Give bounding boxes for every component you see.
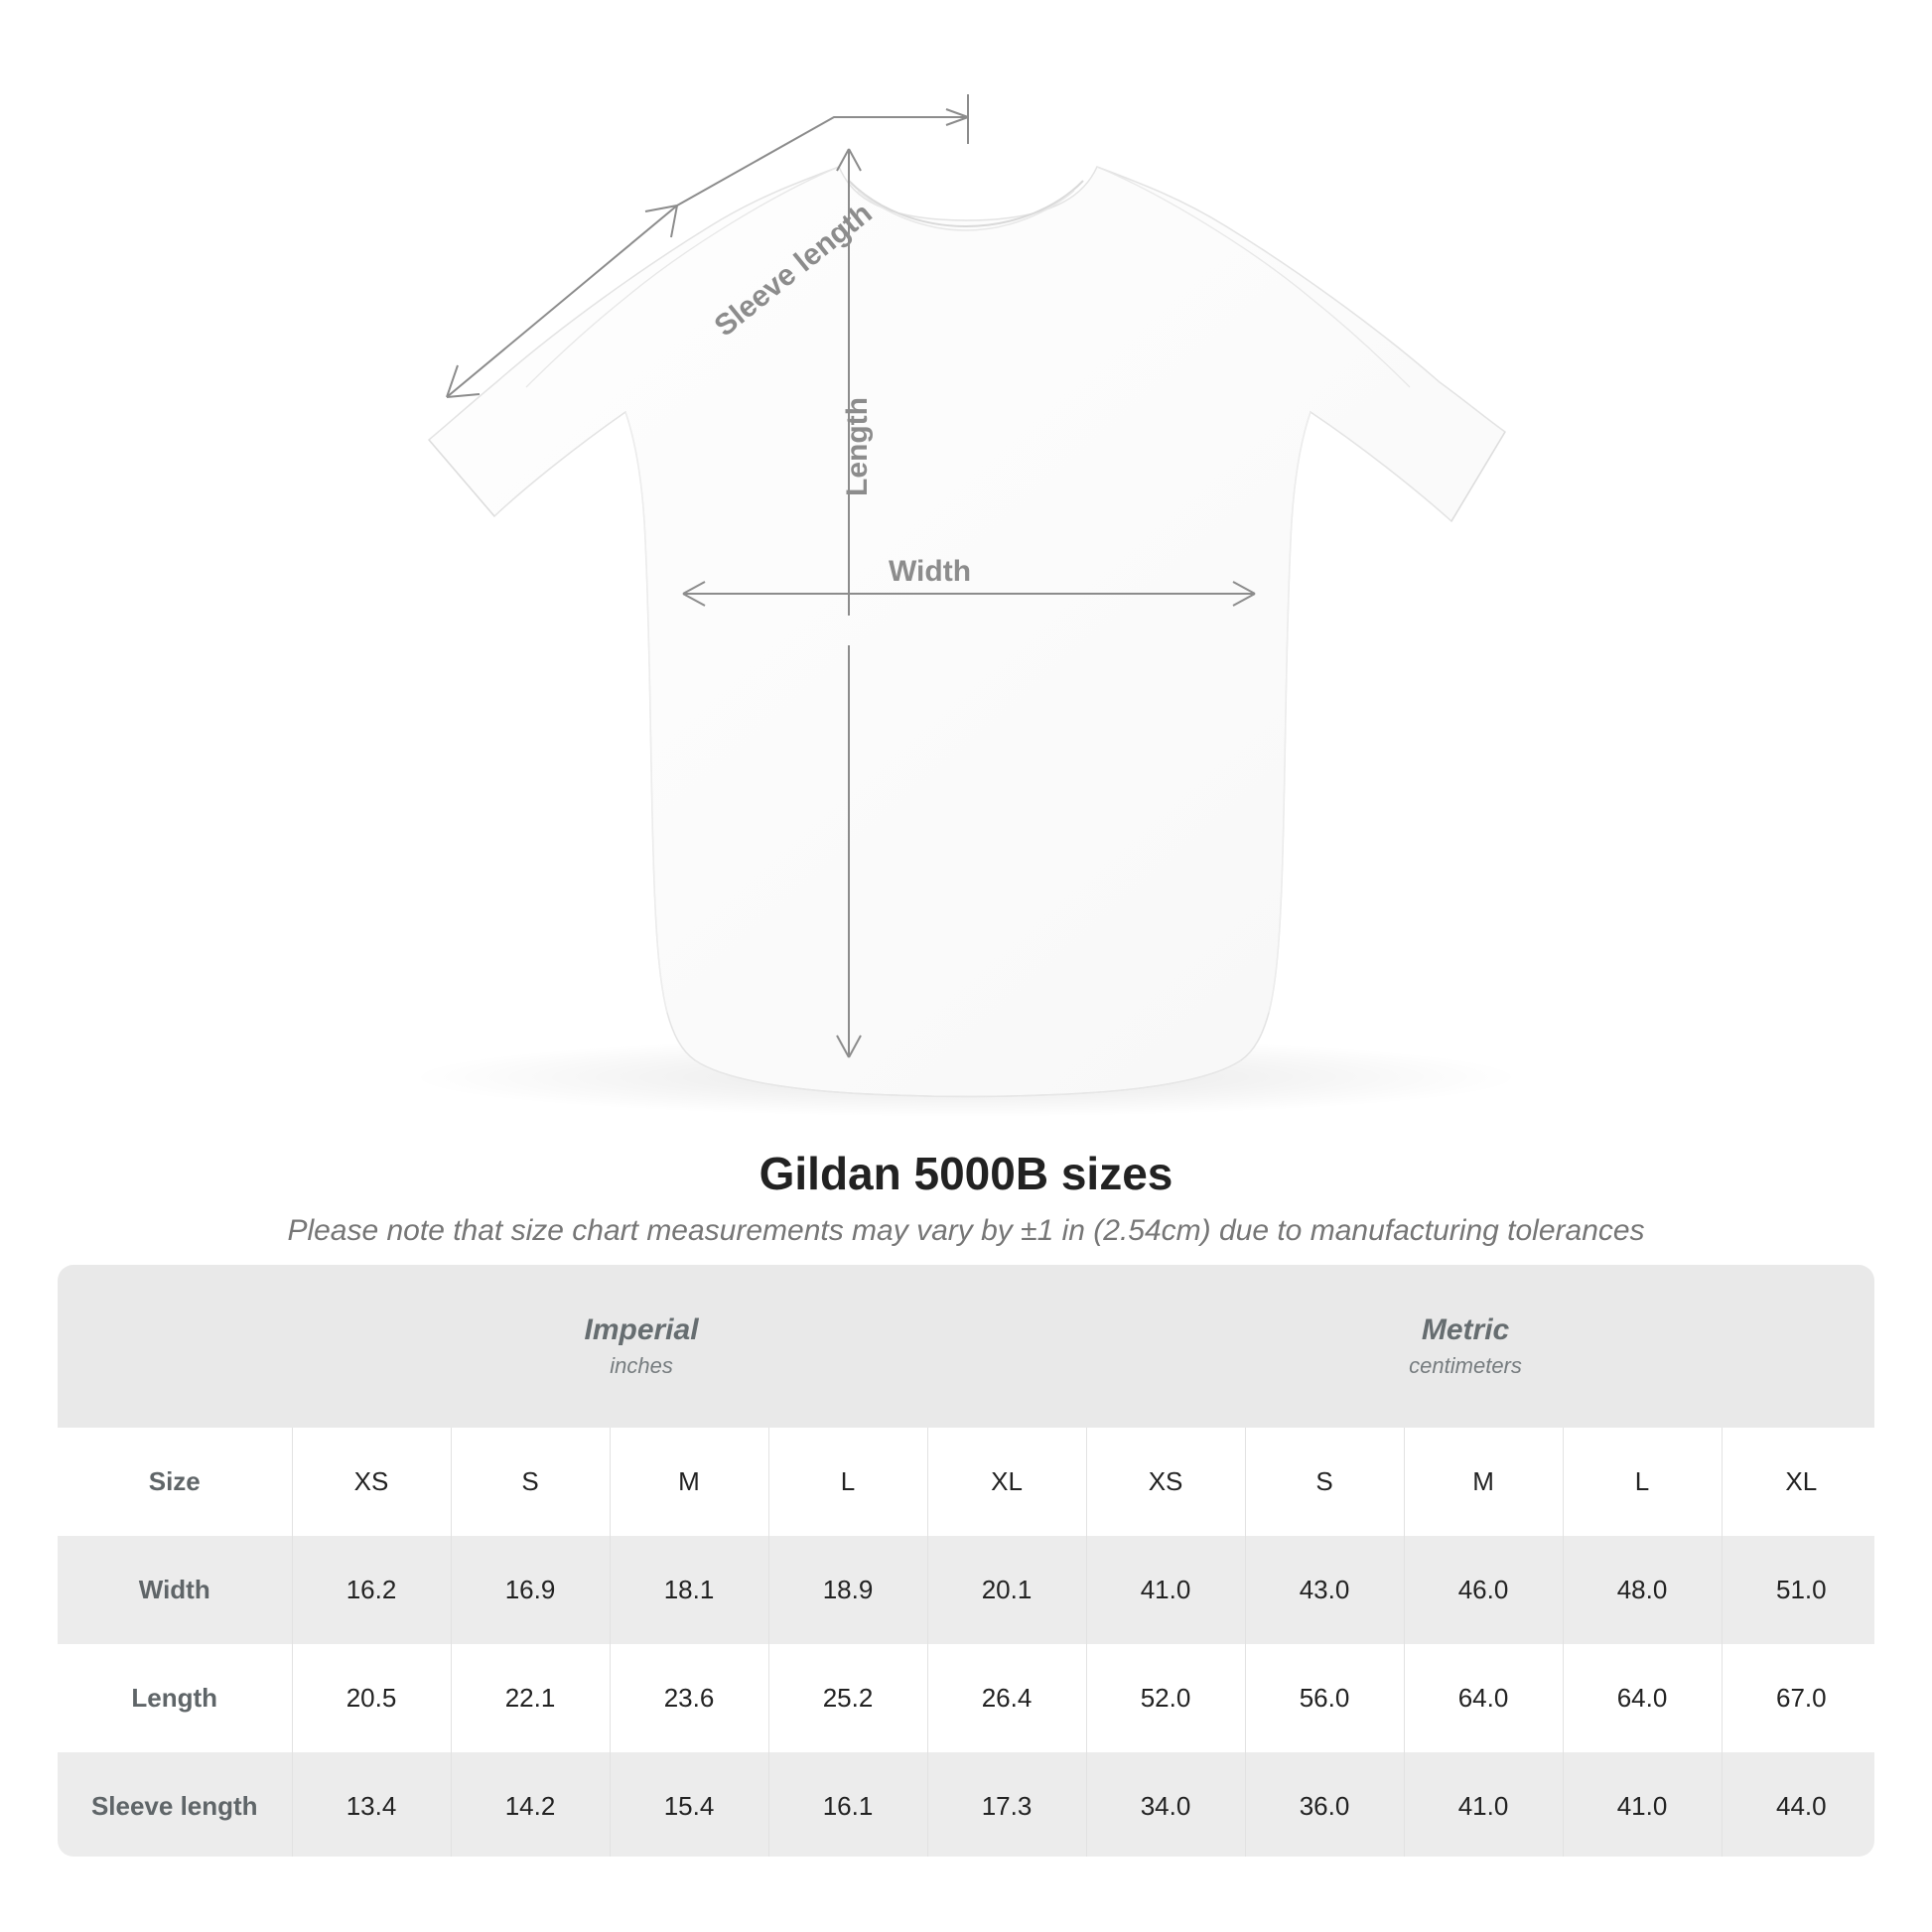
svg-text:Length: Length <box>841 397 874 496</box>
svg-text:Width: Width <box>889 555 971 588</box>
